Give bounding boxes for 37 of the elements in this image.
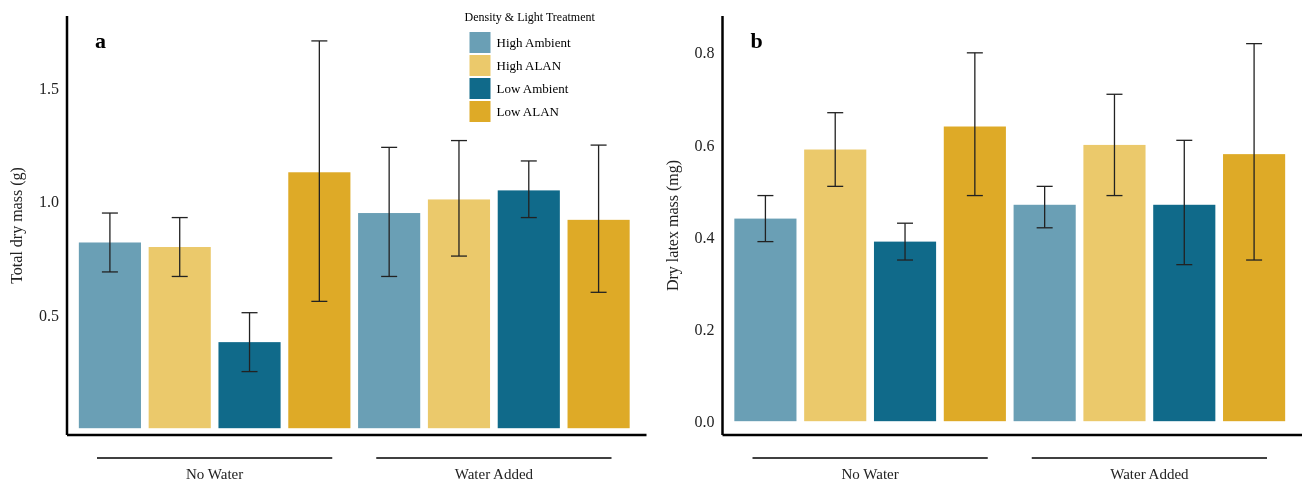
text: b xyxy=(750,28,763,53)
bar xyxy=(427,199,491,429)
y-tick-label: 0.2 xyxy=(694,320,715,338)
bar xyxy=(218,342,281,429)
y-tick-label: 0.8 xyxy=(694,44,715,62)
bar xyxy=(1223,154,1286,422)
y-tick-label: 1.5 xyxy=(39,80,59,98)
bar xyxy=(1083,144,1146,422)
x-tick-label: Water Added xyxy=(1110,466,1190,482)
text: a xyxy=(95,28,106,53)
y-axis-title: Total dry mass (g) xyxy=(8,167,26,284)
bar xyxy=(78,242,141,429)
legend-label: Low ALAN xyxy=(496,104,560,119)
legend-label: High Ambient xyxy=(496,35,571,50)
bar xyxy=(288,172,351,429)
y-tick-label: 0.4 xyxy=(694,228,715,246)
legend-title: Density & Light Treatment xyxy=(464,10,596,24)
x-tick-label: No Water xyxy=(841,466,899,482)
bar xyxy=(567,219,630,429)
bar xyxy=(1013,204,1076,422)
y-tick-label: 0.0 xyxy=(694,412,715,430)
bar xyxy=(734,218,797,422)
bar xyxy=(943,126,1006,422)
legend-label: Low Ambient xyxy=(496,81,569,96)
y-tick-label: 1.0 xyxy=(39,193,59,211)
y-tick-label: 0.5 xyxy=(39,306,59,324)
bar xyxy=(873,241,937,422)
y-tick-label: 0.6 xyxy=(694,136,715,154)
bar xyxy=(1153,204,1216,422)
bar xyxy=(497,190,560,429)
bar xyxy=(358,213,421,429)
x-tick-label: Water Added xyxy=(454,466,534,482)
x-tick-label: No Water xyxy=(186,466,244,482)
legend-label: High ALAN xyxy=(496,58,562,73)
bar xyxy=(148,247,211,429)
bar xyxy=(804,149,867,422)
y-axis-title: Dry latex mass (mg) xyxy=(663,159,682,292)
